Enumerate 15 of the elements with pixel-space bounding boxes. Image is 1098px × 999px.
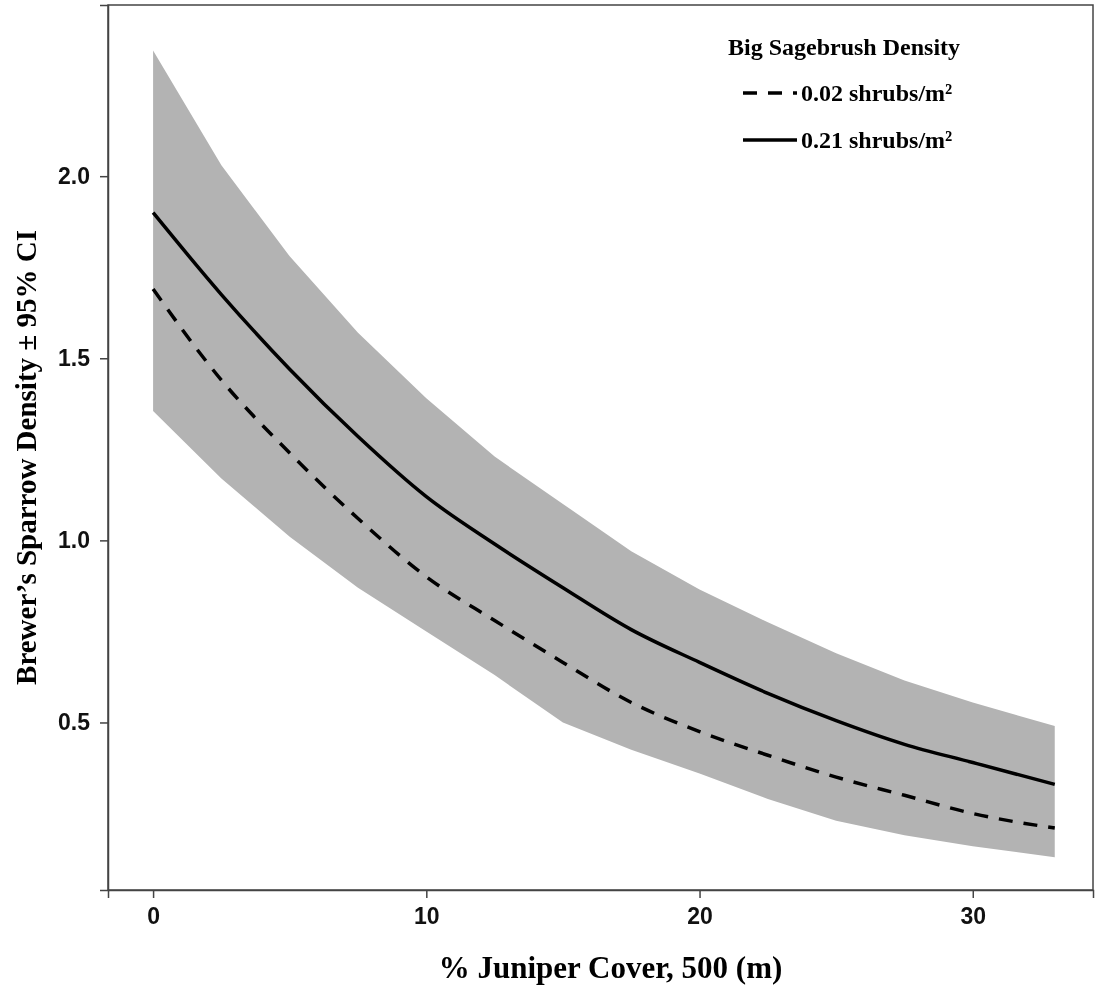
x-tick-label: 0	[147, 903, 160, 930]
x-tick-label: 10	[414, 903, 440, 930]
y-tick-label: 1.0	[58, 527, 90, 554]
x-tick-label: 30	[960, 903, 987, 930]
x-tick-label: 20	[687, 903, 713, 930]
legend-label: 0.02 shrubs/m²	[801, 80, 953, 106]
y-axis-title: Brewer’s Sparrow Density ± 95% CI	[10, 230, 42, 685]
legend-label: 0.21 shrubs/m²	[801, 127, 953, 153]
legend-title: Big Sagebrush Density	[728, 34, 961, 60]
y-tick-label: 2.0	[58, 163, 90, 190]
line-series	[151, 287, 1057, 830]
x-axis-title: % Juniper Cover, 500 (m)	[438, 950, 783, 985]
y-tick-label: 1.5	[58, 345, 91, 372]
y-tick-label: 0.5	[58, 709, 91, 736]
line-series	[151, 210, 1057, 787]
